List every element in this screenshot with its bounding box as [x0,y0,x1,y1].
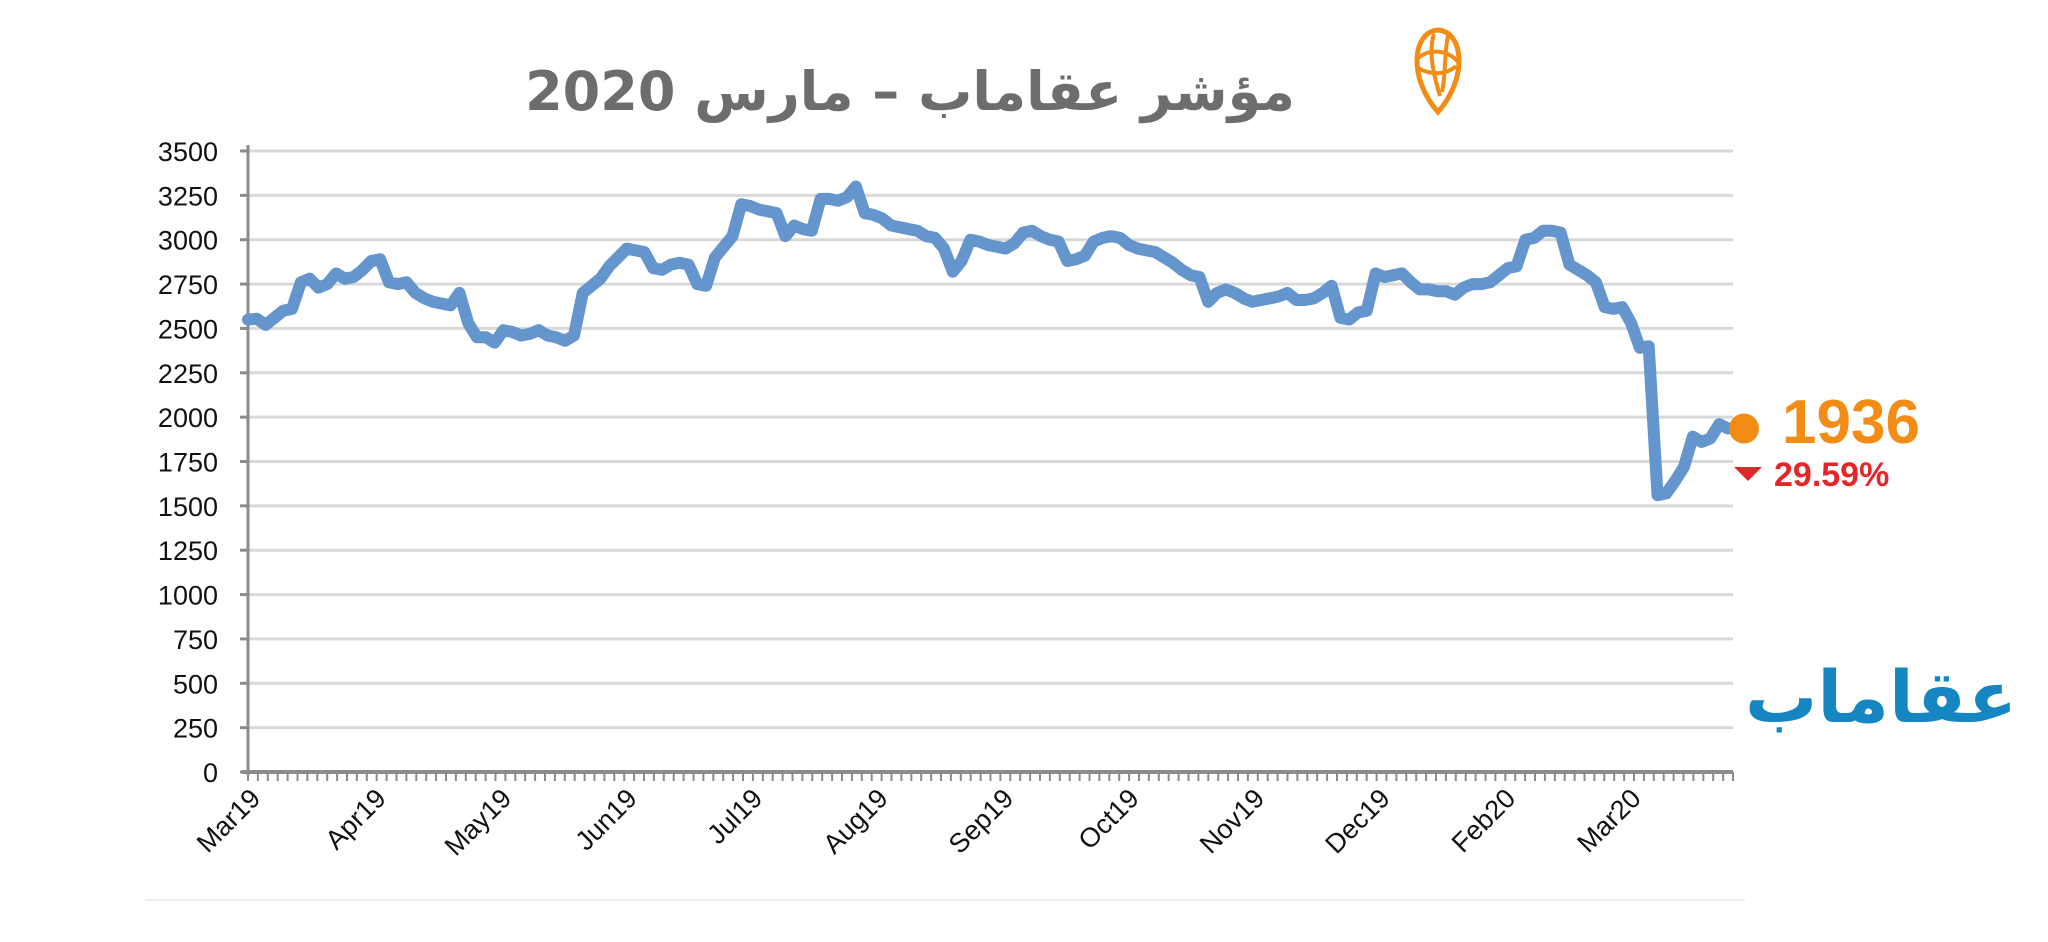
x-tick-label: Nov19 [1194,783,1270,859]
y-tick-label: 500 [173,669,218,699]
x-tick-label: Feb20 [1446,783,1521,858]
x-tick-label: May19 [439,783,518,862]
y-tick-label: 3000 [158,226,218,256]
x-tick-label: Sep19 [943,783,1019,859]
y-tick-label: 3250 [158,181,218,211]
y-tick-label: 2500 [158,314,218,344]
y-tick-label: 2750 [158,270,218,300]
y-tick-label: 1500 [158,492,218,522]
series-line-index [242,180,1734,502]
axes [240,145,1734,781]
current-value-marker [1729,413,1759,444]
y-tick-label: 2000 [158,403,218,433]
triangle-down-icon [1734,467,1762,481]
x-tick-label: Oct19 [1073,783,1145,855]
x-tick-label: Aug19 [817,783,893,859]
map-pin-icon [1414,27,1462,116]
y-tick-label: 0 [203,758,218,788]
chart-title: مؤشر عقاماب – مارس 2020 [525,60,1295,123]
x-axis-tick-labels: Mar19 Apr19 May19 Jun19 Jul19 Aug19 Sep19 Oct19… [191,783,1647,862]
x-tick-label: Mar19 [191,783,266,858]
y-tick-label: 2250 [158,359,218,389]
y-tick-label: 1750 [158,448,218,478]
y-tick-label: 750 [173,625,218,655]
x-tick-label: Mar20 [1571,783,1646,858]
x-tick-label: Jul19 [701,783,768,850]
y-tick-label: 1000 [158,581,218,611]
x-tick-label: Apr19 [320,783,392,855]
y-tick-label: 3500 [158,137,218,167]
change-percent-label: 29.59% [1774,456,1889,494]
x-tick-label: Jun19 [570,783,643,856]
y-tick-label: 250 [173,714,218,744]
y-tick-label: 1250 [158,536,218,566]
brand-wordmark: عقاماب [1745,655,2017,739]
y-axis-tick-labels: 0 250 500 750 1000 1250 1500 1750 2000 2250 2500 27… [158,137,218,788]
gridlines [248,149,1733,730]
x-tick-label: Dec19 [1319,783,1395,859]
current-value-label: 1936 [1782,388,1920,457]
